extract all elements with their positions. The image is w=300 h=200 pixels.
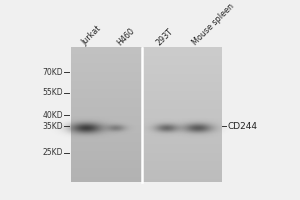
- Text: 293T: 293T: [154, 27, 175, 47]
- Text: 35KD: 35KD: [42, 122, 63, 131]
- Text: CD244: CD244: [227, 122, 257, 131]
- Text: 25KD: 25KD: [42, 148, 63, 157]
- Text: Mouse spleen: Mouse spleen: [190, 2, 236, 47]
- Text: H460: H460: [115, 26, 136, 47]
- Text: Jurkat: Jurkat: [80, 25, 103, 47]
- Text: 55KD: 55KD: [42, 88, 63, 97]
- Text: 40KD: 40KD: [42, 111, 63, 120]
- Text: 70KD: 70KD: [42, 68, 63, 77]
